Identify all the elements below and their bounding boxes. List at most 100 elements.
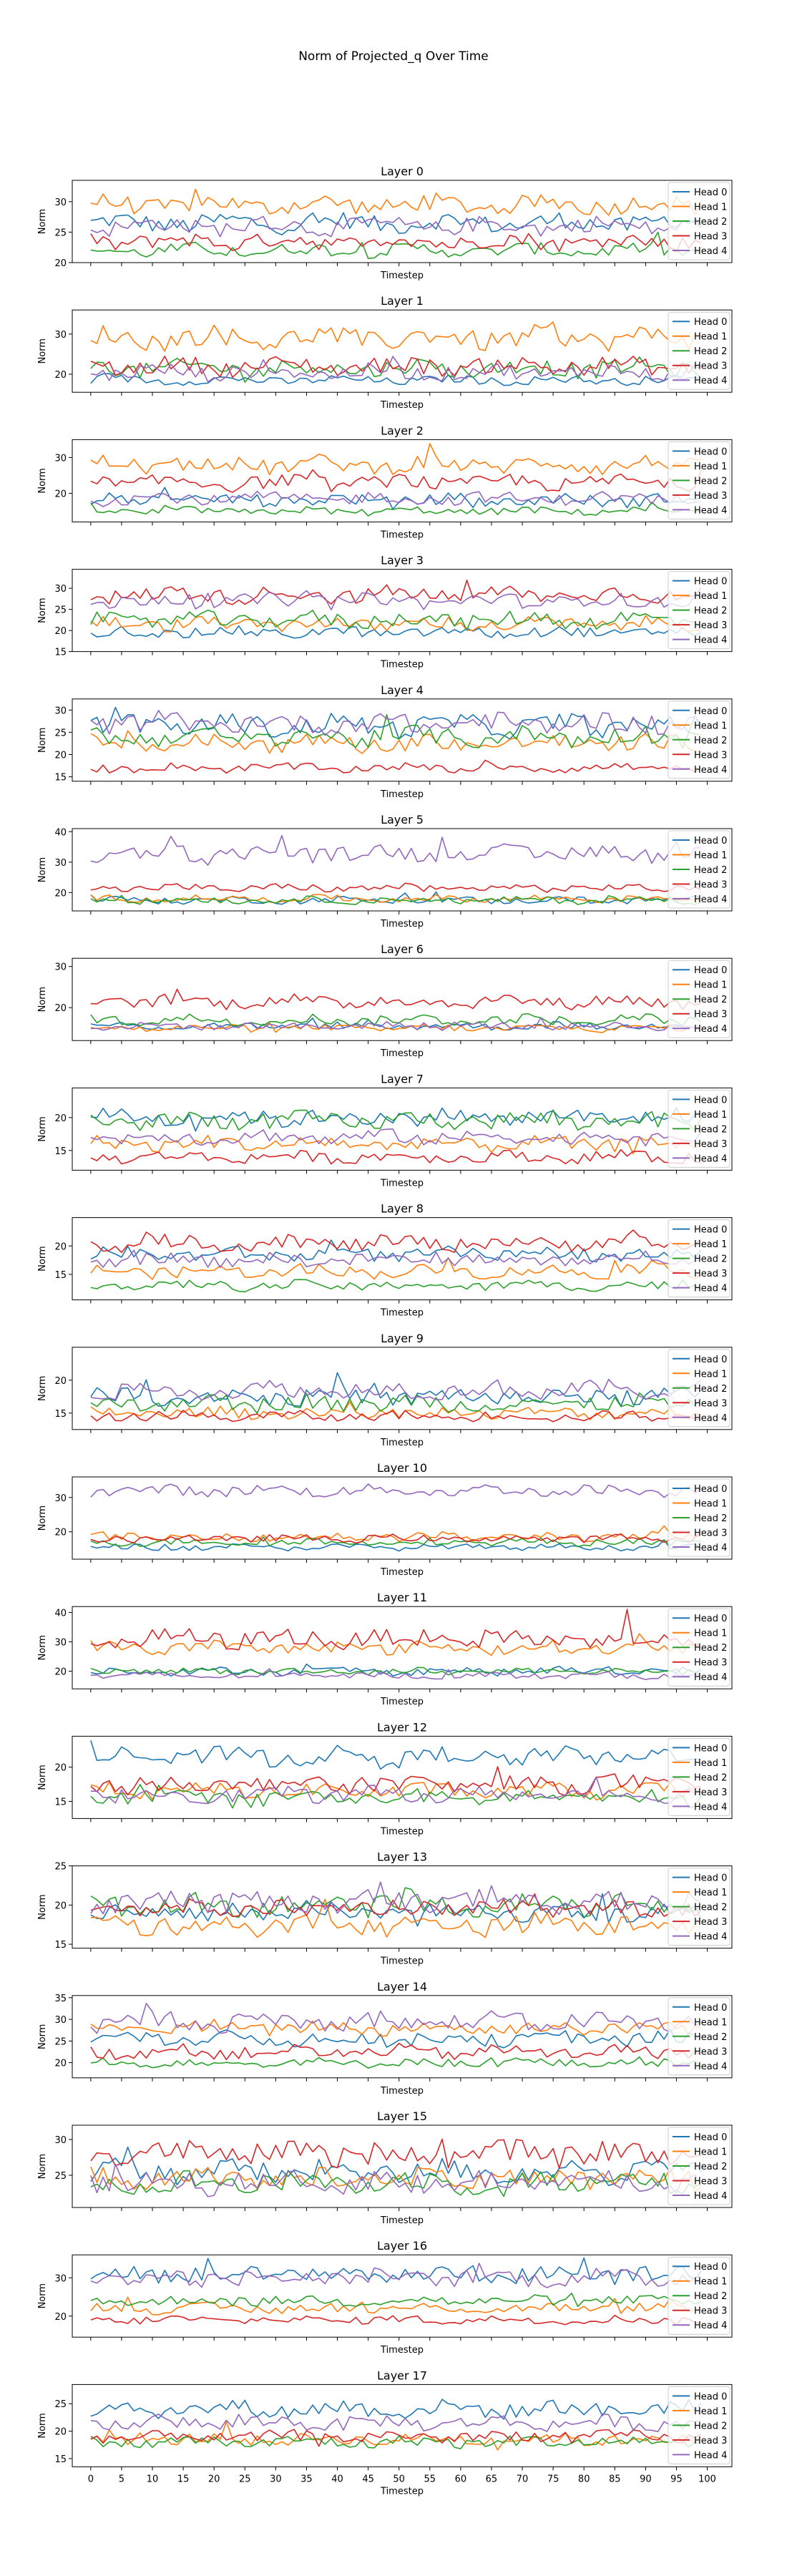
axes-frame [72,439,733,522]
axes-frame [72,309,733,393]
legend-label: Head 2 [694,606,727,617]
series-line-head-3 [90,1410,701,1423]
x-tick-label: 0 [88,2474,94,2484]
legend-label: Head 4 [694,1802,727,1813]
series-lines [90,2003,702,2069]
y-tick-label: 30 [54,453,67,464]
x-axis-label: Timestep [380,1956,424,1967]
series-line-head-1 [90,2421,702,2451]
legend-label: Head 1 [694,2147,727,2158]
subplot-title: Layer 9 [381,1332,424,1345]
series-line-head-0 [90,2399,702,2420]
series-line-head-1 [90,321,701,352]
series-lines [90,1229,702,1293]
series-line-head-0 [90,625,702,639]
series-line-head-2 [90,2170,702,2197]
legend-label: Head 4 [694,1024,727,1035]
legend-label: Head 3 [694,2177,727,2187]
legend-label: Head 1 [694,591,727,602]
y-tick-label: 15 [54,1940,67,1951]
series-line-head-2 [90,2435,702,2449]
series-line-head-3 [90,355,702,379]
y-tick-label: 15 [54,1146,67,1157]
x-tick-label: 5 [119,2474,124,2484]
legend-label: Head 4 [694,1672,727,1683]
y-axis-label: Norm [37,2154,48,2179]
subplot-title: Layer 10 [377,1461,427,1475]
x-axis-label: Timestep [380,270,424,281]
y-tick-label: 30 [54,962,67,973]
legend-box [668,311,730,390]
legend-label: Head 4 [694,1932,727,1943]
y-axis-label: Norm [37,1116,48,1141]
subplot-title: Layer 2 [381,424,424,437]
x-axis-label: Timestep [380,1048,424,1059]
series-line-head-2 [90,1279,702,1293]
y-axis-label: Norm [37,338,48,364]
series-line-head-4 [90,1881,702,1916]
series-line-head-1 [90,188,702,216]
legend-label: Head 4 [694,2321,727,2331]
x-axis-label: Timestep [380,1567,424,1578]
legend-label: Head 3 [694,2436,727,2446]
legend-box [668,1089,730,1168]
legend-box [668,1868,730,1946]
legend-box [668,1608,730,1687]
axes-frame [72,1995,733,2079]
legend-label: Head 0 [694,1225,727,1236]
x-axis-label: Timestep [380,660,424,670]
legend-label: Head 4 [694,1153,727,1164]
legend-label: Head 3 [694,491,727,502]
legend-label: Head 3 [694,1528,727,1539]
legend-label: Head 0 [694,1484,727,1495]
legend-label: Head 0 [694,577,727,587]
series-line-head-1 [90,1022,702,1033]
legend-label: Head 2 [694,2032,727,2043]
legend-label: Head 1 [694,203,727,213]
legend-label: Head 0 [694,2003,727,2014]
legend-label: Head 0 [694,187,727,198]
x-tick-label: 55 [424,2474,436,2484]
y-axis-label: Norm [37,1506,48,1531]
series-lines [90,1107,702,1165]
legend-label: Head 1 [694,721,727,731]
legend-label: Head 2 [694,1384,727,1395]
legend-box [668,1737,730,1816]
y-tick-label: 15 [54,2454,67,2465]
legend-label: Head 3 [694,750,727,761]
legend-label: Head 4 [694,376,727,386]
legend-box [668,701,730,779]
y-tick-label: 20 [54,751,67,761]
y-tick-label: 20 [54,1901,67,1911]
x-tick-label: 25 [239,2474,251,2484]
legend-box [668,571,730,650]
series-line-head-2 [90,502,701,517]
legend-label: Head 3 [694,2306,727,2317]
legend-label: Head 0 [694,2262,727,2273]
legend-label: Head 1 [694,1629,727,1639]
legend: Head 0 Head 1 Head 2 Head 3 Head 4 [668,2256,730,2335]
series-lines [90,1609,702,1680]
y-tick-label: 40 [54,1608,67,1619]
series-lines [90,580,702,639]
series-line-head-1 [90,443,702,476]
series-lines [90,1483,702,1552]
y-tick-label: 30 [54,197,67,208]
x-tick-label: 30 [270,2474,282,2484]
series-line-head-3 [90,1149,701,1165]
legend-box [668,2256,730,2335]
y-tick-label: 30 [54,330,67,341]
series-line-head-3 [90,2429,702,2447]
series-line-head-2 [90,894,702,905]
series-line-head-2 [90,609,702,631]
x-tick-label: 80 [578,2474,590,2484]
legend: Head 0 Head 1 Head 2 Head 3 Head 4 [668,1089,730,1168]
x-axis-label: Timestep [380,1697,424,1707]
legend-label: Head 4 [694,635,727,646]
x-tick-label: 45 [362,2474,374,2484]
y-axis-label: Norm [37,2283,48,2308]
